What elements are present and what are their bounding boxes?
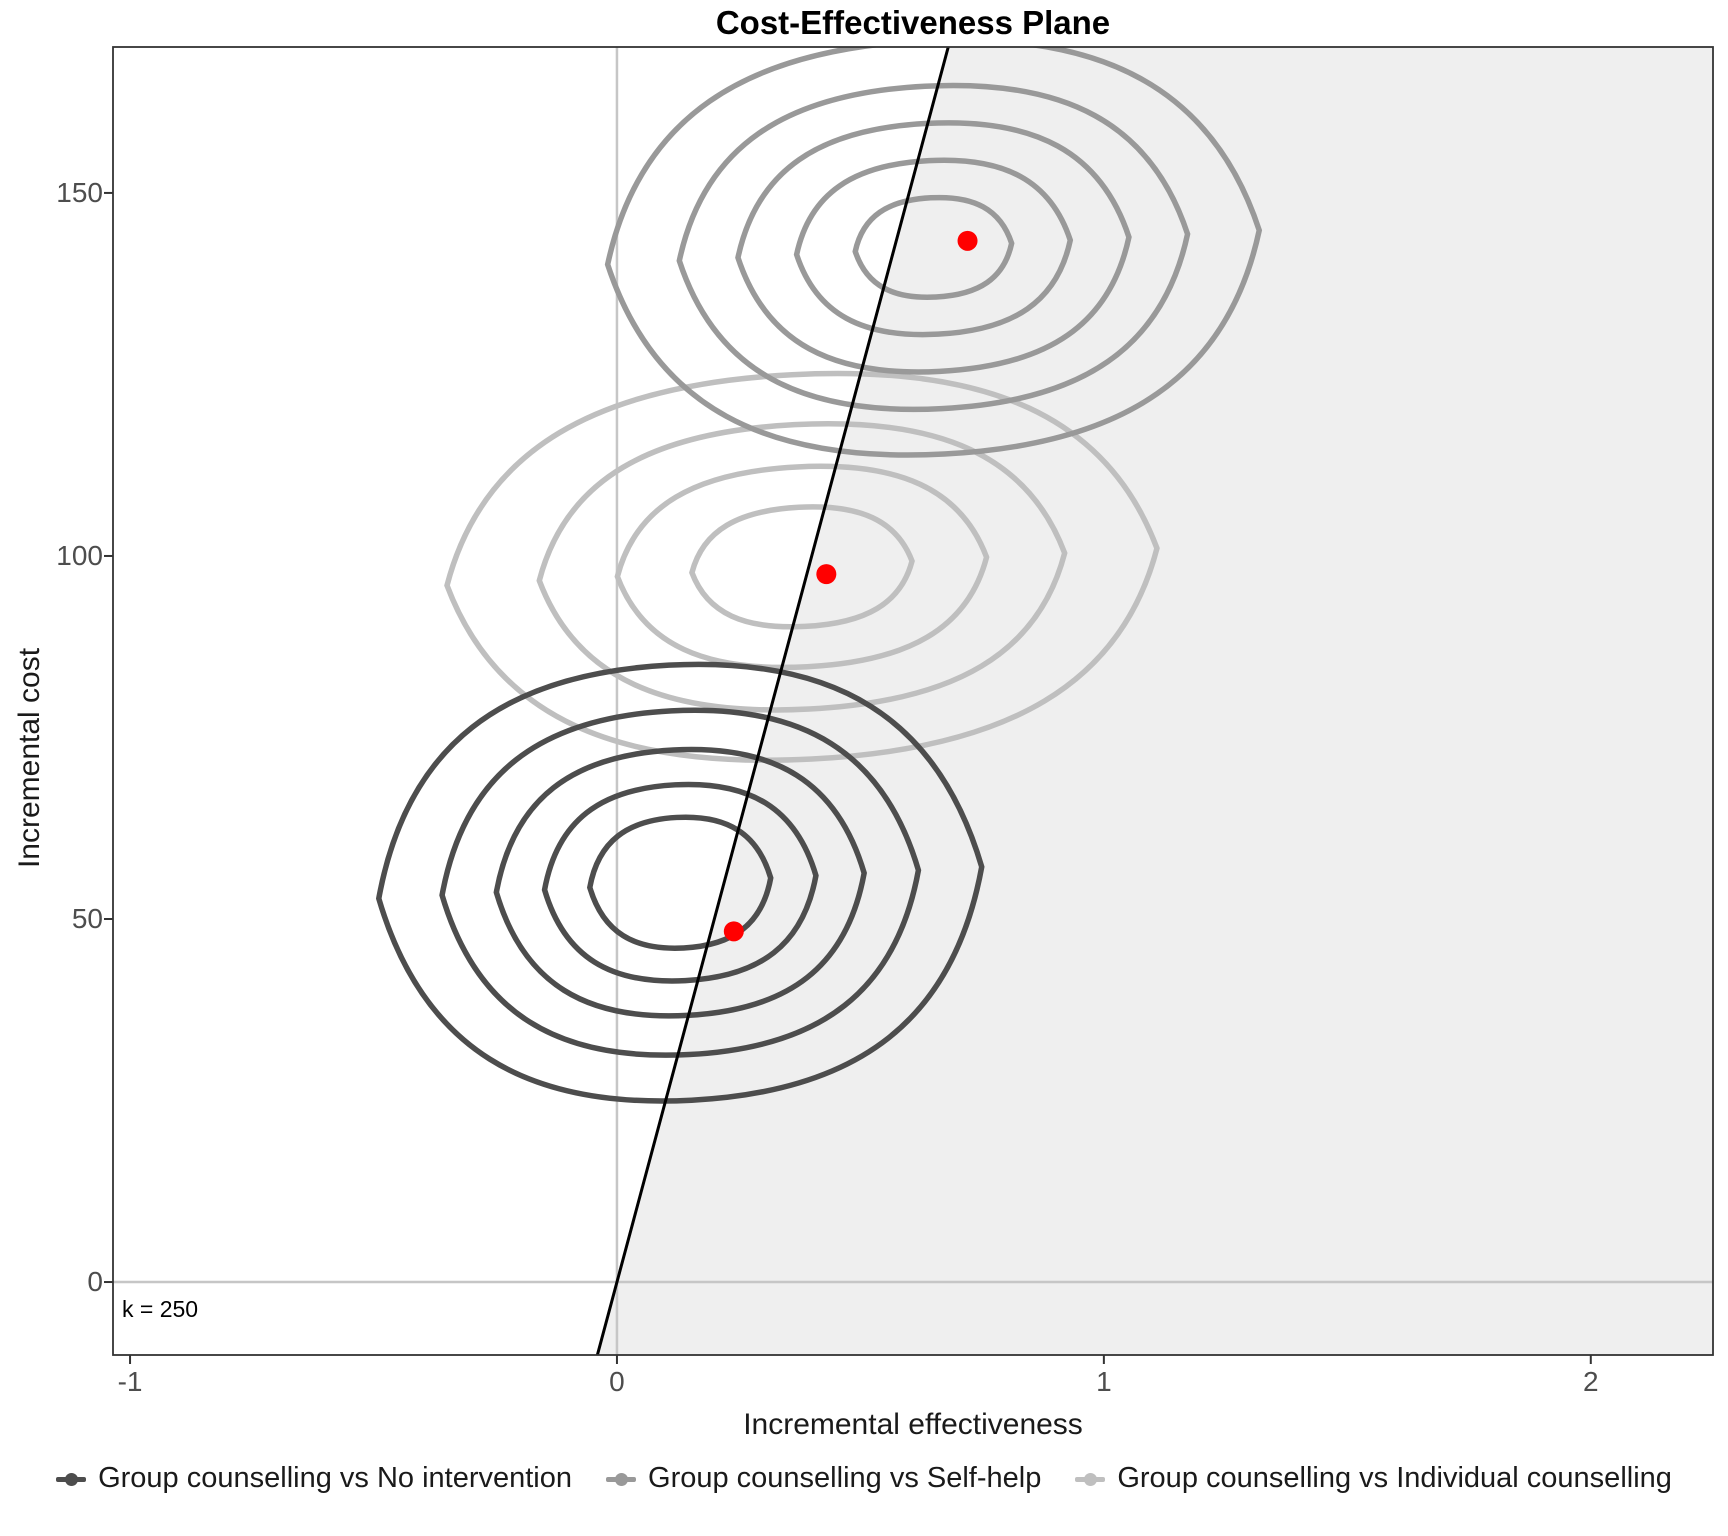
sustainability-area xyxy=(597,47,1713,1355)
contour-ring xyxy=(536,421,1068,713)
legend-point-icon xyxy=(1084,1472,1098,1486)
mean-point xyxy=(957,230,978,251)
legend-label: Group counselling vs Self-help xyxy=(648,1462,1042,1494)
contour-ring xyxy=(375,661,985,1104)
legend-point-icon xyxy=(615,1472,629,1486)
contour-ring xyxy=(793,157,1074,338)
legend-key-icon xyxy=(56,1464,87,1494)
legend: Group counselling vs No intervention Grou… xyxy=(0,1462,1728,1495)
contour-set xyxy=(604,47,1263,458)
mean-point xyxy=(816,564,837,585)
legend-label: Group counselling vs No intervention xyxy=(98,1462,573,1494)
mean-point xyxy=(723,921,744,942)
y-tick-label: 150 xyxy=(56,176,103,208)
plot-title: Cost-Effectiveness Plane xyxy=(715,4,1111,41)
y-tick-label: 100 xyxy=(56,539,103,571)
x-tick-label: 2 xyxy=(1582,1366,1599,1397)
wtp-k-annotation: k = 250 xyxy=(122,1296,199,1322)
x-tick-label: 1 xyxy=(1096,1366,1112,1397)
contour-ring xyxy=(735,120,1132,375)
legend-key-icon xyxy=(1075,1464,1106,1494)
legend-point-icon xyxy=(65,1472,79,1486)
legend-item: Group counselling vs Self-help xyxy=(606,1462,1041,1495)
contour-set xyxy=(375,661,985,1104)
x-tick-label: 0 xyxy=(609,1366,625,1397)
contour-ring xyxy=(689,504,915,630)
contour-ring xyxy=(604,47,1263,458)
y-tick-label: 50 xyxy=(71,903,103,934)
x-tick-label: -1 xyxy=(117,1366,143,1397)
wtp-line xyxy=(595,47,950,1355)
y-tick-label: 0 xyxy=(87,1266,103,1298)
panel-border xyxy=(112,46,1714,1356)
x-axis-title: Incremental effectiveness xyxy=(743,1408,1083,1441)
legend-item: Group counselling vs No intervention xyxy=(56,1462,572,1495)
contour-ring xyxy=(439,707,922,1058)
contour-set xyxy=(444,370,1160,763)
y-axis-title: Incremental cost xyxy=(13,647,46,869)
contour-ring xyxy=(493,746,867,1019)
contour-ring xyxy=(586,814,774,951)
legend-item: Group counselling vs Individual counsell… xyxy=(1075,1462,1672,1495)
contour-ring xyxy=(541,781,819,984)
legend-label: Group counselling vs Individual counsell… xyxy=(1117,1462,1672,1494)
contour-ring xyxy=(676,82,1191,413)
panel-clip-group xyxy=(113,47,1713,1355)
legend-key-icon xyxy=(606,1464,637,1494)
contour-ring xyxy=(444,370,1160,763)
contour-ring xyxy=(852,194,1015,300)
contour-ring xyxy=(614,463,990,671)
